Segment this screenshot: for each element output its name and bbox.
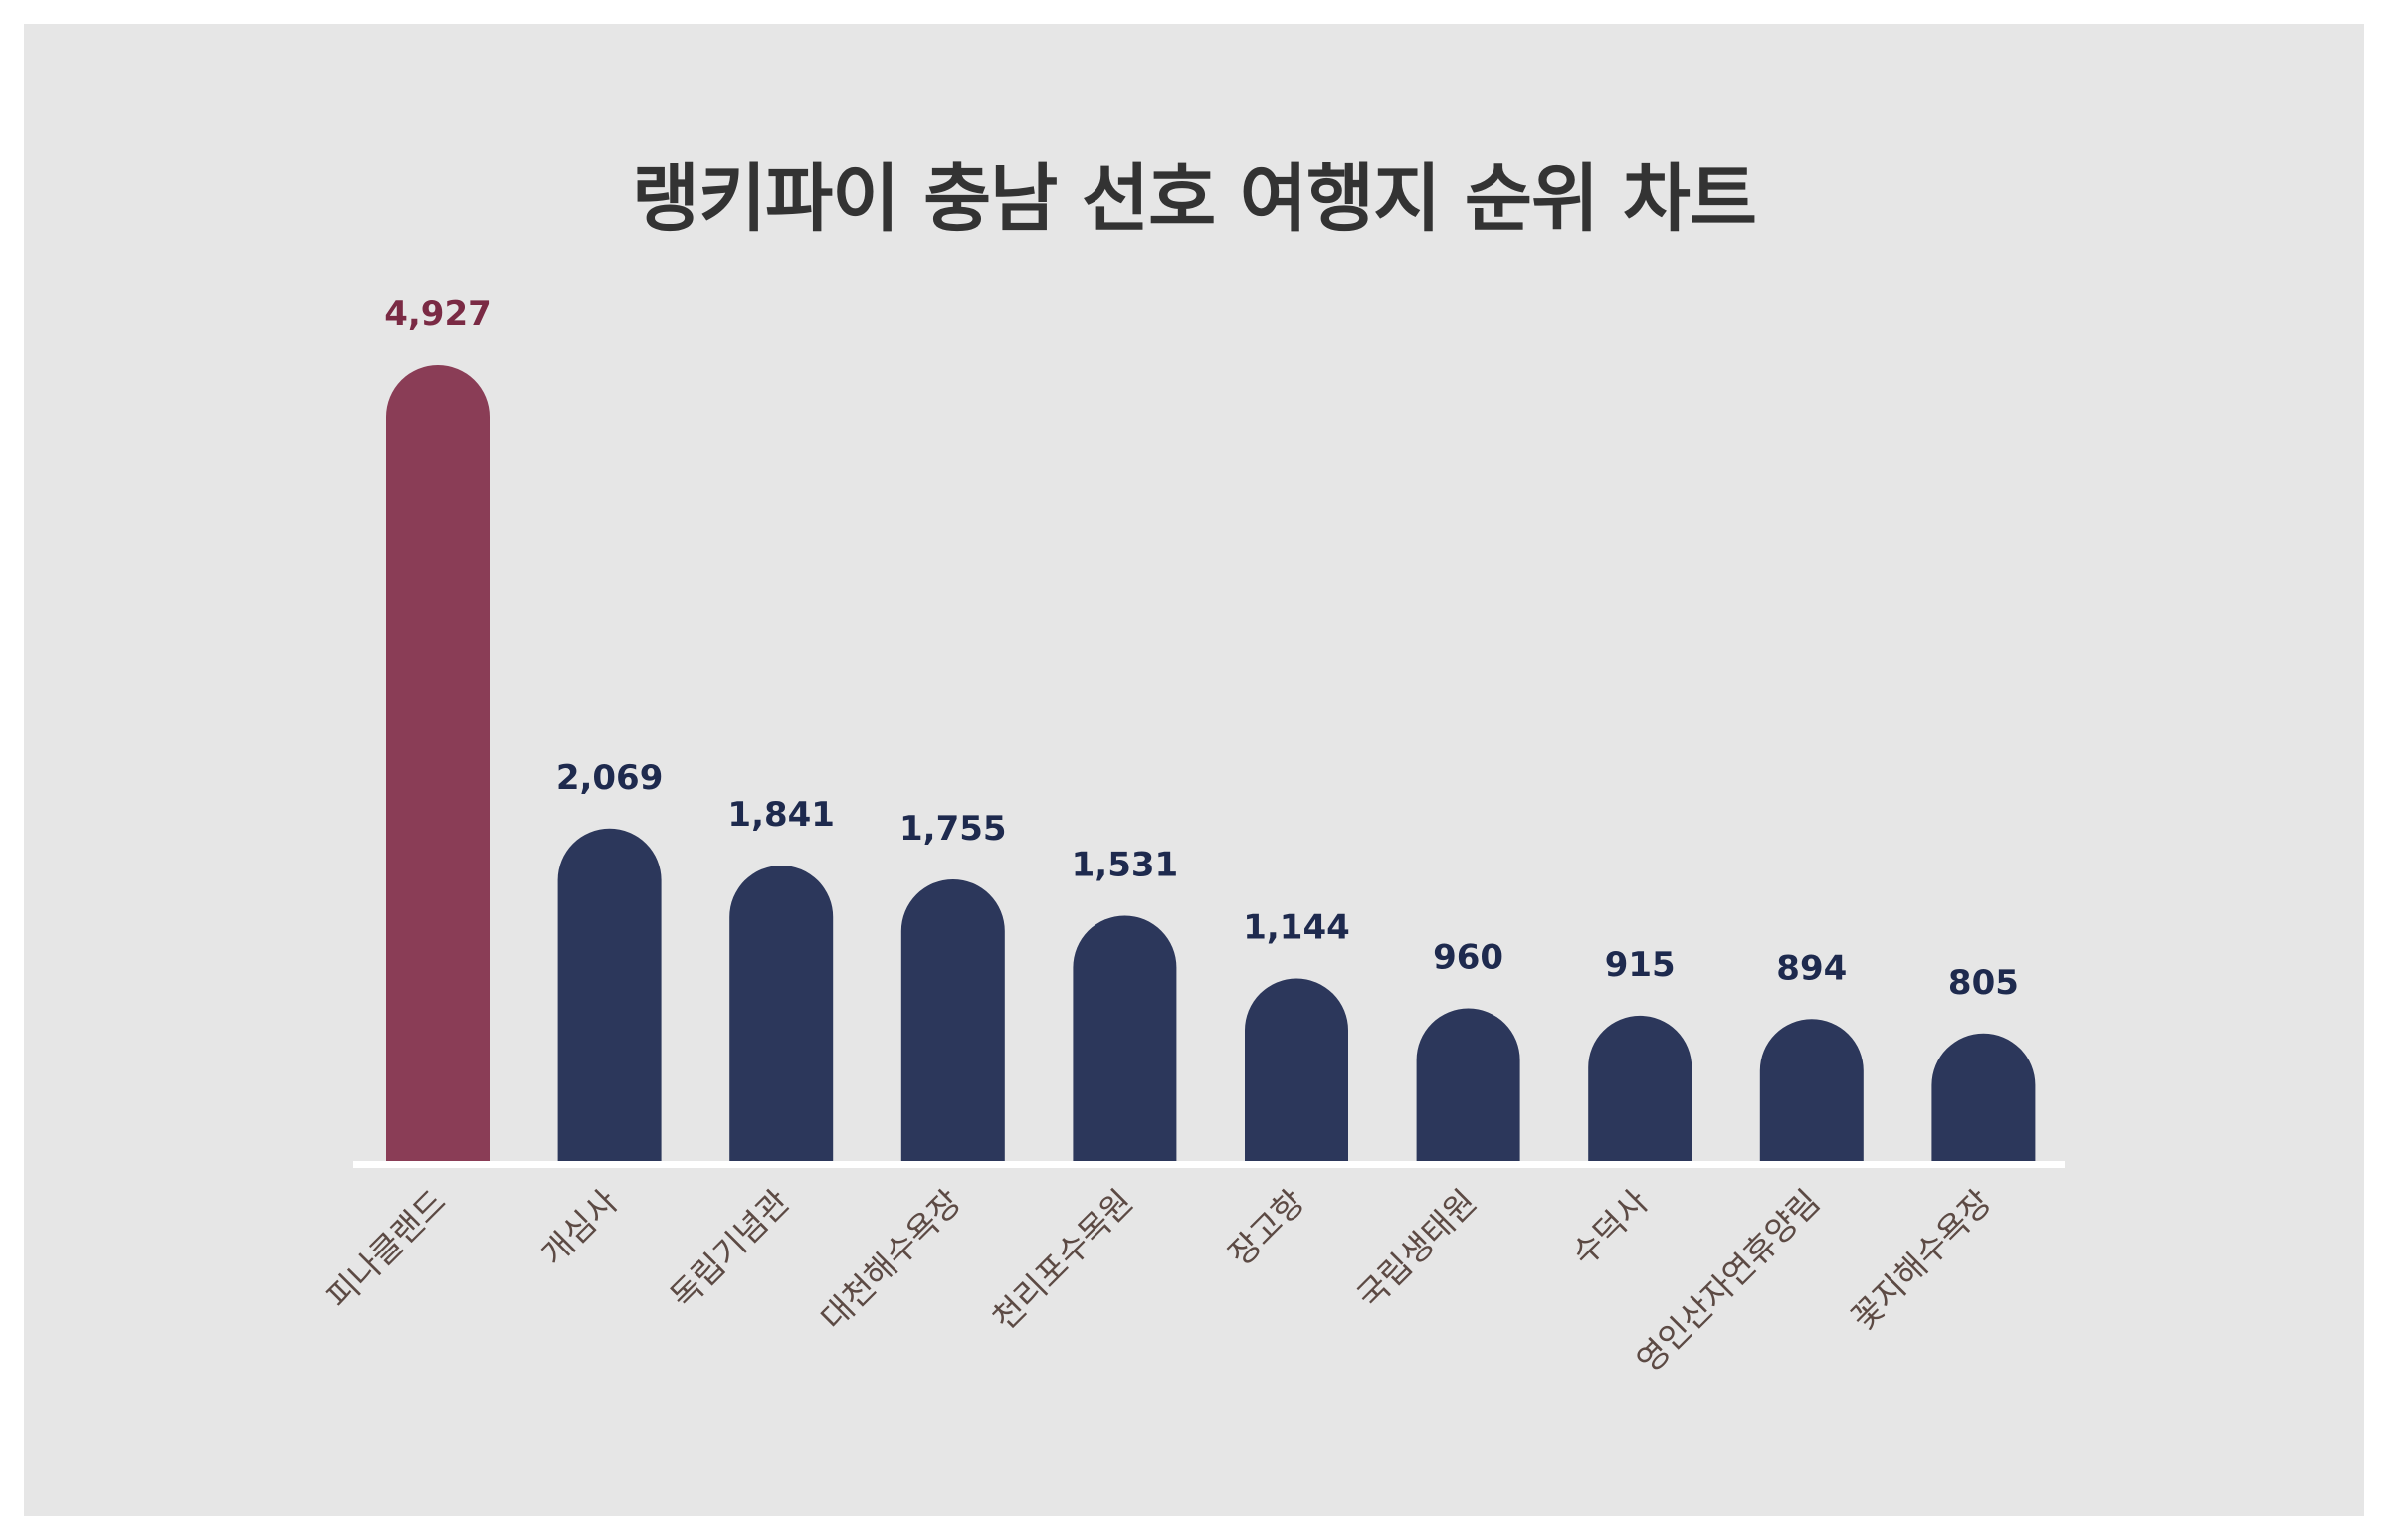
bar-6 bbox=[1245, 978, 1348, 1164]
bar-3 bbox=[729, 865, 834, 1164]
category-label-10: 꽃지해수욕장 bbox=[1844, 1182, 1999, 1337]
category-label-6: 장고항 bbox=[1221, 1182, 1312, 1273]
value-label-4: 1,755 bbox=[899, 809, 1007, 849]
x-axis-baseline bbox=[353, 1161, 2065, 1168]
bar-1 bbox=[386, 365, 490, 1164]
bar-10 bbox=[1931, 1033, 2036, 1164]
value-label-1: 4,927 bbox=[384, 294, 492, 334]
category-label-3: 독립기념관 bbox=[663, 1182, 797, 1316]
category-label-9: 영인산자연휴양림 bbox=[1629, 1182, 1827, 1380]
category-label-8: 수덕사 bbox=[1564, 1182, 1656, 1273]
chart-title: 랭키파이 충남 선호 여행지 순위 차트 bbox=[631, 156, 1757, 242]
category-label-4: 대천해수욕장 bbox=[813, 1182, 968, 1337]
value-label-9: 894 bbox=[1776, 948, 1847, 988]
value-label-6: 1,144 bbox=[1243, 908, 1350, 948]
bar-9 bbox=[1759, 1019, 1864, 1164]
category-label-2: 개심사 bbox=[533, 1182, 625, 1273]
value-label-7: 960 bbox=[1433, 938, 1503, 978]
value-label-8: 915 bbox=[1605, 945, 1676, 985]
bar-8 bbox=[1588, 1015, 1692, 1164]
bar-7 bbox=[1416, 1008, 1520, 1164]
bar-2 bbox=[557, 828, 662, 1164]
value-label-10: 805 bbox=[1948, 963, 2019, 1003]
value-label-5: 1,531 bbox=[1072, 845, 1179, 884]
category-label-5: 천리포수목원 bbox=[985, 1182, 1140, 1337]
category-label-7: 국립생태원 bbox=[1349, 1182, 1484, 1316]
value-label-2: 2,069 bbox=[556, 758, 664, 798]
category-label-1: 피나클랜드 bbox=[319, 1182, 454, 1316]
bar-4 bbox=[900, 878, 1005, 1164]
value-label-3: 1,841 bbox=[727, 795, 835, 835]
bar-5 bbox=[1073, 915, 1177, 1164]
